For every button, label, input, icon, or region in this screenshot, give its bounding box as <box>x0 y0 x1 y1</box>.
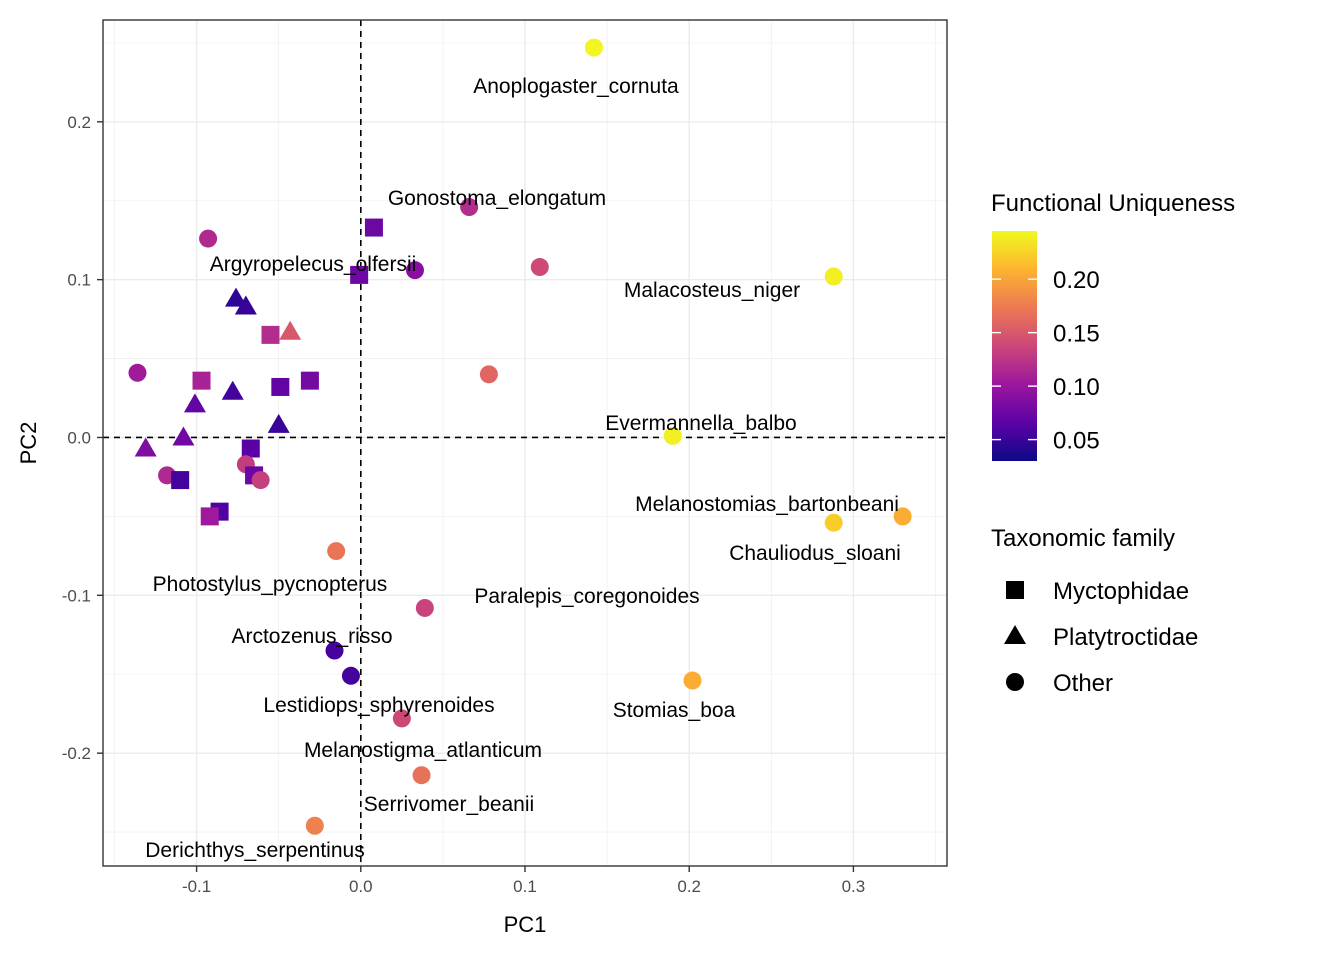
point-label: Evermannella_balbo <box>605 412 796 435</box>
point-label: Serrivomer_beanii <box>364 793 534 816</box>
data-point-circle <box>199 229 218 248</box>
data-points <box>128 38 912 835</box>
shape-legend-label: Myctophidae <box>1053 578 1189 605</box>
x-axis-title: PC1 <box>504 912 547 937</box>
point-label: Lestidiops_sphyrenoides <box>263 694 494 717</box>
data-point-circle <box>341 666 360 685</box>
data-point-square <box>300 371 319 390</box>
data-point-square <box>192 371 211 390</box>
data-point-circle <box>824 513 843 532</box>
data-point-circle <box>251 471 270 490</box>
reference-lines <box>103 20 947 866</box>
legend-key-triangle <box>1004 625 1026 644</box>
point-label: Gonostoma_elongatum <box>388 187 606 210</box>
data-point-triangle <box>221 380 244 400</box>
colorbar-tick-label: 0.15 <box>1053 321 1100 348</box>
data-point-circle <box>663 426 682 445</box>
x-tick-label: -0.1 <box>182 877 211 896</box>
point-label: Arctozenus_risso <box>231 625 392 648</box>
data-point-circle <box>460 198 479 217</box>
data-point-triangle <box>172 426 195 446</box>
y-axis-title: PC2 <box>16 422 41 465</box>
data-point-circle <box>584 38 603 57</box>
data-point-circle <box>893 507 912 526</box>
shape-legend-label: Other <box>1053 670 1113 697</box>
axes: -0.1 0.0 0.1 0.2 0.3 -0.2 -0.1 0.0 0.1 0.2 PC1 PC2 <box>16 113 865 937</box>
data-point-circle <box>128 363 147 382</box>
point-label: Chauliodus_sloani <box>729 542 901 565</box>
data-point-square <box>350 265 369 284</box>
data-point-triangle <box>267 413 290 433</box>
data-point-square <box>171 471 190 490</box>
shape-legend-title: Taxonomic family <box>991 525 1175 552</box>
data-point-square <box>364 218 383 237</box>
legend-key-square <box>1006 581 1024 599</box>
grid <box>103 20 947 866</box>
data-point-square <box>241 439 260 458</box>
data-point-square <box>261 325 280 344</box>
data-point-triangle <box>225 287 248 307</box>
x-tick-label: 0.2 <box>677 877 701 896</box>
y-tick-label: 0.0 <box>67 428 91 447</box>
data-point-circle <box>479 365 498 384</box>
point-label: Paralepis_coregonoides <box>474 585 699 608</box>
y-tick-label: 0.2 <box>67 113 91 132</box>
y-tick-label: -0.1 <box>62 586 91 605</box>
point-label: Argyropelecus_olfersii <box>210 253 417 276</box>
y-tick-label: 0.1 <box>67 271 91 290</box>
data-point-square <box>200 507 219 526</box>
legend-key-circle <box>1006 673 1024 691</box>
data-point-triangle <box>183 393 206 413</box>
point-label: Melanostigma_atlanticum <box>304 739 542 762</box>
data-point-circle <box>415 598 434 617</box>
point-label: Photostylus_pycnopterus <box>153 573 388 596</box>
data-point-triangle <box>279 320 302 340</box>
point-labels: Anoplogaster_cornuta Gonostoma_elongatum A… <box>145 75 901 862</box>
data-point-circle <box>824 267 843 286</box>
colorbar-tick-label: 0.10 <box>1053 374 1100 401</box>
data-point-triangle <box>134 437 157 457</box>
data-point-circle <box>530 258 549 277</box>
data-point-circle <box>325 641 344 660</box>
data-point-circle <box>327 542 346 561</box>
point-label: Derichthys_serpentinus <box>145 839 364 862</box>
point-label: Stomias_boa <box>613 699 736 722</box>
data-point-circle <box>683 671 702 690</box>
colorbar <box>992 231 1037 461</box>
y-tick-label: -0.2 <box>62 744 91 763</box>
colorbar-tick-label: 0.20 <box>1053 267 1100 294</box>
data-point-circle <box>392 709 411 728</box>
x-tick-label: 0.1 <box>513 877 537 896</box>
shape-legend-label: Platytroctidae <box>1053 624 1198 651</box>
data-point-square <box>271 377 290 396</box>
point-label: Malacosteus_niger <box>624 279 800 302</box>
legends: Functional Uniqueness 0.05 0.10 0.15 0.20 Tax… <box>991 190 1235 697</box>
colorbar-tick-label: 0.05 <box>1053 428 1100 455</box>
data-point-circle <box>405 261 424 280</box>
data-point-circle <box>305 816 324 835</box>
data-point-circle <box>412 766 431 785</box>
point-label: Anoplogaster_cornuta <box>473 75 679 98</box>
data-point-triangle <box>234 295 257 315</box>
x-tick-label: 0.0 <box>349 877 373 896</box>
x-tick-label: 0.3 <box>842 877 866 896</box>
color-legend-title: Functional Uniqueness <box>991 190 1235 217</box>
point-label: Melanostomias_bartonbeani <box>635 493 899 516</box>
